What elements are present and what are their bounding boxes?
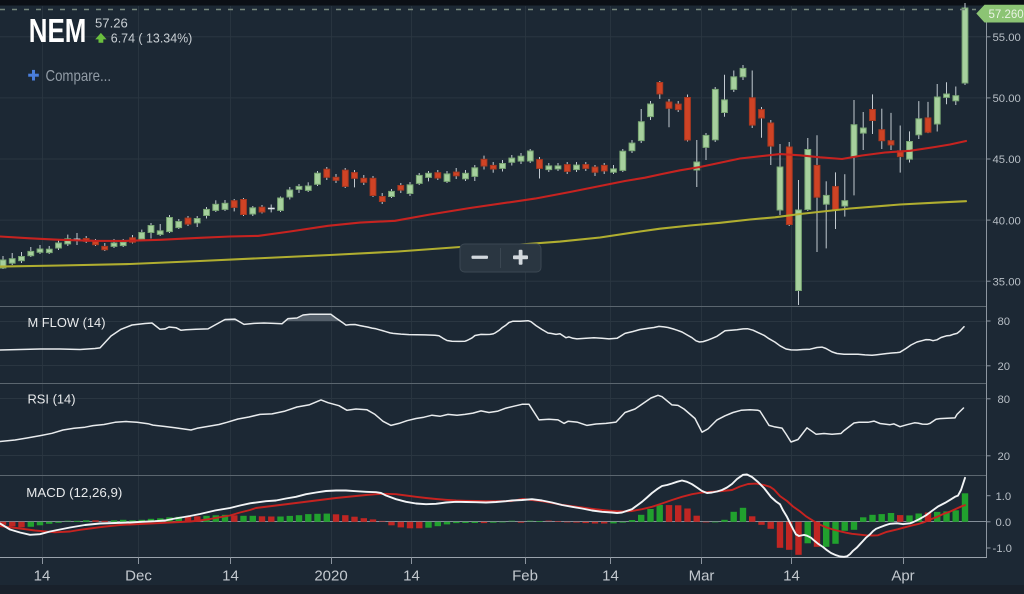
svg-text:Feb: Feb	[512, 568, 538, 585]
svg-text:20: 20	[998, 361, 1011, 373]
svg-text:80: 80	[998, 316, 1011, 328]
svg-text:Dec: Dec	[125, 568, 152, 585]
svg-text:57.26: 57.26	[95, 16, 128, 31]
svg-text:RSI (14): RSI (14)	[28, 392, 76, 407]
svg-text:45.00: 45.00	[993, 154, 1021, 166]
svg-text:MACD (12,26,9): MACD (12,26,9)	[26, 485, 122, 500]
svg-text:M FLOW (14): M FLOW (14)	[28, 315, 106, 330]
svg-text:14: 14	[403, 568, 420, 585]
svg-text:Compare...: Compare...	[46, 68, 112, 85]
svg-text:1.0: 1.0	[996, 491, 1012, 503]
svg-text:Apr: Apr	[891, 568, 914, 585]
svg-text:14: 14	[783, 568, 800, 585]
svg-text:2020: 2020	[314, 568, 347, 585]
svg-text:35.00: 35.00	[993, 276, 1021, 288]
svg-text:Mar: Mar	[689, 568, 715, 585]
svg-text:0.0: 0.0	[996, 517, 1012, 529]
svg-text:14: 14	[34, 568, 51, 585]
svg-text:14: 14	[222, 568, 239, 585]
svg-text:-1.0: -1.0	[993, 543, 1012, 555]
svg-text:50.00: 50.00	[993, 93, 1021, 105]
svg-text:40.00: 40.00	[993, 215, 1021, 227]
svg-text:20: 20	[998, 451, 1011, 463]
svg-text:55.00: 55.00	[993, 32, 1021, 44]
svg-text:14: 14	[602, 568, 619, 585]
svg-text:80: 80	[998, 394, 1011, 406]
svg-text:NEM: NEM	[29, 12, 87, 49]
svg-text:6.74 ( 13.34%): 6.74 ( 13.34%)	[111, 31, 193, 46]
svg-text:57.260: 57.260	[989, 9, 1024, 21]
